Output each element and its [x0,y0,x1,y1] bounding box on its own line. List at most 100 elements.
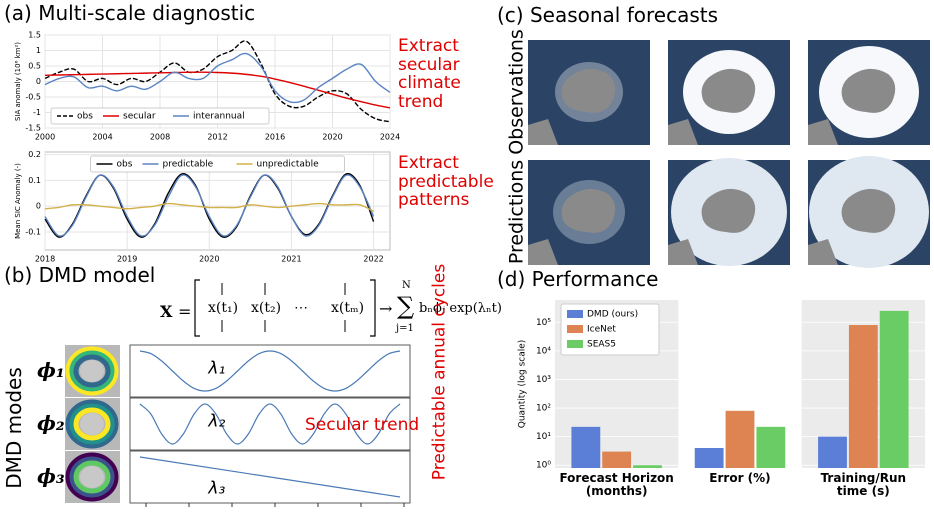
map-land [808,119,838,145]
annotation: Extract predictable patterns [398,153,494,211]
annotation: Predictable annual cycles [429,263,450,481]
legend-label: SEAS5 [587,340,616,350]
legend-box [50,107,270,125]
y-tick-label: 0.1 [28,176,41,185]
mode-land [80,466,104,488]
y-tick-label: 0.5 [28,62,41,71]
y-tick-label: -0.1 [25,227,41,236]
y-tick-label: 1 [36,46,41,55]
mode-images [65,345,120,503]
x-tick-label: Training/Run time (s) [820,471,907,499]
map-land [841,188,896,233]
eq-column: x(tₘ) [331,300,365,316]
eq-column: x(t₁) [208,300,239,316]
bar [633,465,662,468]
bar [694,448,724,468]
mode-ring [65,452,119,502]
eq-column: ⋯ [294,300,308,316]
legend-label: DMD (ours) [587,310,638,320]
mode-panel [129,344,411,398]
eq-sum-lower: j=1 [396,323,414,334]
x-tick-label: Forecast Horizon (months) [559,471,674,499]
mode-land [80,360,104,382]
mode-eigenvalue: λ₂ [207,411,225,431]
mode-ring [69,403,115,445]
map-land [561,188,616,233]
legend-label: obs [117,160,133,170]
mode-ring [73,460,111,494]
mode-ring [73,354,111,388]
map-land [561,68,616,113]
y-tick-label: 0.2 [28,150,41,159]
legend-swatch [567,340,583,348]
map-land [808,239,838,265]
map-land [701,188,756,233]
x-tick-label: 2016 [265,133,285,142]
y-tick-label: 10³ [536,375,551,385]
legend-swatch [567,325,583,333]
y-axis-label: Mean SIC Anomaly (-) [14,163,22,239]
mode-eigenvalue: λ₃ [207,478,225,498]
bar [818,436,847,468]
row-label: Predictions [505,159,528,265]
legend-swatch [567,310,583,318]
x-tick-label: 2021 [281,255,301,264]
legend-box [560,303,660,356]
y-tick-label: -1 [33,108,41,117]
y-tick-label: 0 [36,202,41,211]
map-land [668,239,698,265]
series-line [44,174,375,237]
x-tick-label: 2020 [322,133,342,142]
y-tick-label: 10² [536,404,551,414]
eq-operator: = [178,302,192,321]
panel-title: (a) Multi-scale diagnostic [4,1,256,25]
eq-lhs: X [160,302,173,321]
mode-ring [65,399,119,449]
mode-curve [139,350,401,392]
mode-ring [69,350,115,392]
eq-column: x(t₂) [251,300,282,316]
eq-sum-upper: N [402,280,411,291]
panel-title: (b) DMD model [4,263,156,287]
series-line [44,71,391,109]
map-land [841,68,896,113]
mode-land [80,413,104,435]
x-tick-label: 2008 [150,133,170,142]
mode-ring [69,456,115,498]
row-label: Observations [505,29,528,155]
y-tick-label: 10⁵ [536,318,551,328]
series-line [44,40,391,123]
legend-label: secular [123,112,156,122]
legend-label: interannual [193,112,245,122]
mode-curve [139,403,401,445]
map-land [528,119,558,145]
y-tick-label: 1.5 [28,31,41,40]
mode-label: ϕ₃ [37,464,65,488]
x-tick-label: 2000 [35,133,55,142]
x-tick-label: 2024 [380,133,400,142]
x-tick-label: 2012 [207,133,227,142]
y-tick-label: 10⁰ [536,461,551,471]
eq-arrow: → [379,299,393,318]
legend-label: IceNet [587,325,616,335]
annotation: Extract secular climate trend [398,36,461,113]
x-tick-label: 2019 [117,255,137,264]
y-tick-label: -1.5 [25,124,41,133]
mode-eigenvalue: λ₁ [207,358,225,378]
mode-ring [65,346,119,396]
legend-label: obs [77,112,93,122]
series-line [44,202,374,212]
mode-ring [73,407,111,441]
legend-box [90,155,345,173]
y-tick-label: 10⁴ [536,346,551,356]
bar [879,310,909,468]
map-tiles [528,40,930,268]
y-axis-label: SIA anomaly (10⁶ km²) [14,42,22,121]
map-land [528,239,558,265]
series-line [44,52,391,104]
panel-title: (c) Seasonal forecasts [497,3,719,27]
bar [602,451,632,468]
mode-curve [139,456,401,498]
